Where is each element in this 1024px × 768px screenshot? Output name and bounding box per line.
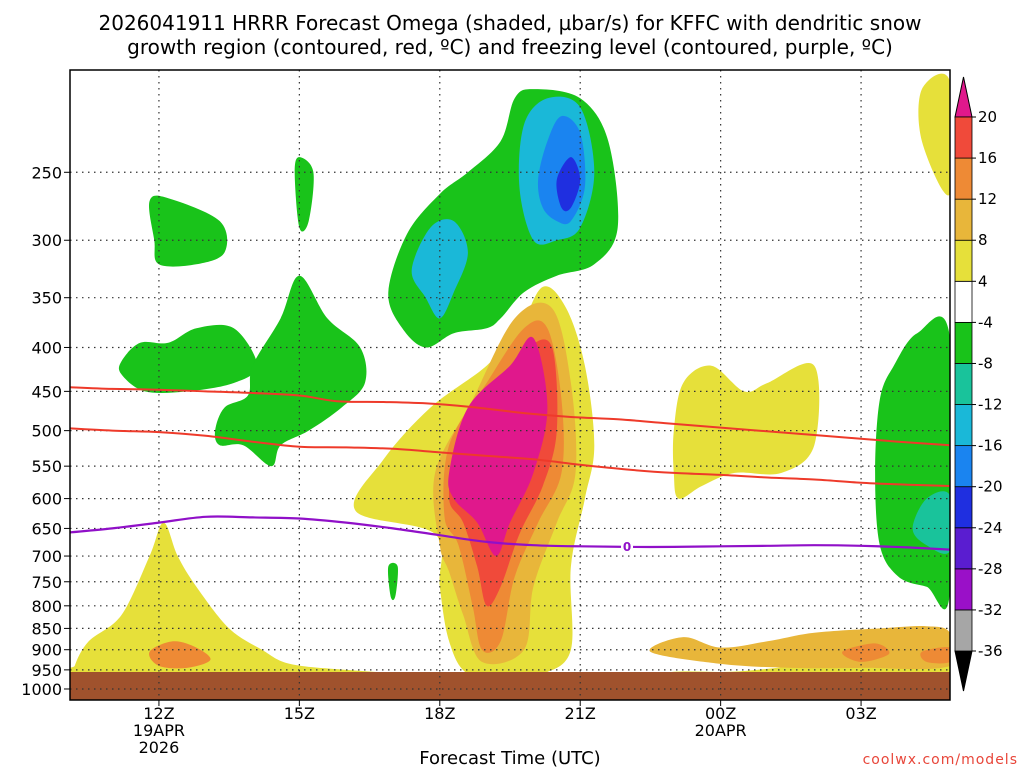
colorbar-bottom-arrow <box>954 650 973 692</box>
colorbar-segment-5 <box>954 404 973 447</box>
y-tick-label-600: 600 <box>31 490 62 509</box>
colorbar-label-5: -16 <box>978 437 1003 455</box>
colorbar-label-10: 8 <box>978 231 988 249</box>
y-tick-label-900: 900 <box>31 641 62 660</box>
x-tick-label-15Z: 15Z <box>284 704 315 723</box>
omega-region-left-green-e <box>387 562 398 601</box>
omega-shading <box>70 73 950 683</box>
colorbar-label-11: 12 <box>978 190 997 208</box>
colorbar-label-4: -20 <box>978 478 1003 496</box>
colorbar-label-12: 16 <box>978 149 997 167</box>
plot-frame <box>69 69 951 701</box>
colorbar-segment-7 <box>954 321 973 364</box>
credit-text: coolwx.com/models <box>863 752 1018 768</box>
omega-region-left-green-a <box>149 195 228 267</box>
colorbar-segment-6 <box>954 363 973 405</box>
colorbar-label-2: -28 <box>978 560 1003 578</box>
x-tick-label-12Z: 12Z <box>143 704 174 723</box>
dgz-upper-contour <box>70 386 950 447</box>
y-tick-label-550: 550 <box>31 457 62 476</box>
colorbar-segment-11 <box>954 157 973 200</box>
omega-region-lower-right-band <box>649 626 950 670</box>
x-axis-label: Forecast Time (UTC) <box>419 748 600 768</box>
y-tick-label-750: 750 <box>31 573 62 592</box>
x-tick-label-00Z: 00Z <box>705 704 736 723</box>
colorbar-segment-1 <box>954 568 973 611</box>
surface-ground <box>70 672 950 700</box>
omega-region-left-green-d <box>294 157 314 232</box>
omega-region-right-green <box>875 316 950 610</box>
chart-title-line1: 2026041911 HRRR Forecast Omega (shaded, … <box>99 11 922 35</box>
chart-title-line2: growth region (contoured, red, ºC) and f… <box>127 35 893 59</box>
y-tick-label-250: 250 <box>31 163 62 182</box>
colorbar-segment-9 <box>954 239 973 282</box>
colorbar-label-9: 4 <box>978 272 988 290</box>
omega-region-left-green-b <box>118 324 258 394</box>
y-tick-label-350: 350 <box>31 289 62 308</box>
omega-region-left-green-c <box>214 275 367 467</box>
y-tick-label-300: 300 <box>31 231 62 250</box>
colorbar-segment-0 <box>954 609 973 652</box>
omega-region-upper-dark-blue <box>556 157 581 212</box>
y-tick-label-500: 500 <box>31 422 62 441</box>
colorbar: -36 -32 -28 -24 -20 -16 -12 -8 -4 4 8 12 16 20 <box>954 76 1003 692</box>
x-tick-label-03Z: 03Z <box>845 704 876 723</box>
omega-region-right-mid-warm <box>672 363 820 499</box>
colorbar-segment-4 <box>954 445 973 488</box>
colorbar-top-arrow <box>954 76 973 118</box>
omega-region-lower-orange-c <box>920 647 950 664</box>
y-tick-label-700: 700 <box>31 547 62 566</box>
x-tick-sublabel2-12Z: 2026 <box>139 738 180 757</box>
dgz-lower-contour <box>70 427 950 487</box>
y-tick-label-850: 850 <box>31 619 62 638</box>
omega-region-right-teal <box>912 491 950 554</box>
freezing-level-label: 0 <box>623 540 631 554</box>
grid-lines <box>70 70 950 700</box>
colorbar-segment-8 <box>954 280 973 323</box>
contour-lines: 0 <box>70 386 950 555</box>
y-tick-label-400: 400 <box>31 338 62 357</box>
colorbar-segment-12 <box>954 116 973 159</box>
omega-region-lower-orange-b <box>842 643 890 662</box>
y-tick-label-1000: 1000 <box>21 680 62 699</box>
colorbar-segment-10 <box>954 198 973 241</box>
omega-region-top-right-warm <box>918 73 950 196</box>
colorbar-label-3: -24 <box>978 519 1003 537</box>
colorbar-segment-3 <box>954 486 973 529</box>
y-tick-label-950: 950 <box>31 661 62 680</box>
colorbar-label-1: -32 <box>978 601 1003 619</box>
x-tick-label-21Z: 21Z <box>565 704 596 723</box>
colorbar-segment-2 <box>954 527 973 570</box>
y-axis: 250 300 350 400 450 500 550 600 650 700 750 800 850 9… <box>21 163 70 699</box>
x-tick-label-18Z: 18Z <box>424 704 455 723</box>
y-tick-label-650: 650 <box>31 519 62 538</box>
freezing-level-label-bg <box>621 538 634 555</box>
colorbar-label-8: -4 <box>978 313 993 331</box>
omega-region-lower-orange-a <box>149 641 211 669</box>
omega-region-updraft-core <box>448 336 548 556</box>
freezing-level-contour <box>70 515 950 551</box>
y-tick-label-450: 450 <box>31 382 62 401</box>
omega-region-small-magenta <box>523 374 539 408</box>
x-tick-sublabel1-00Z: 20APR <box>695 721 747 740</box>
colorbar-label-7: -8 <box>978 354 993 372</box>
colorbar-label-13: 20 <box>978 108 997 126</box>
colorbar-label-0: -36 <box>978 642 1003 660</box>
y-tick-label-800: 800 <box>31 597 62 616</box>
x-tick-sublabel1-12Z: 19APR <box>133 721 185 740</box>
colorbar-label-6: -12 <box>978 396 1003 414</box>
